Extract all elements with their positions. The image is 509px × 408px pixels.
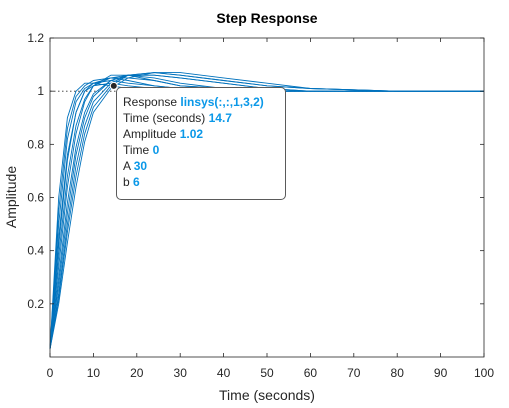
datatip-label: Amplitude	[123, 127, 177, 141]
datatip-label: b	[123, 175, 130, 189]
datatip-marker-layer	[109, 81, 118, 90]
x-tick-label: 90	[434, 366, 448, 380]
x-tick-label: 80	[391, 366, 405, 380]
datatip-row-amplitude: Amplitude 1.02	[123, 126, 285, 142]
x-tick-label: 10	[87, 366, 101, 380]
datatip-value: 6	[133, 175, 140, 189]
step-response-line-6[interactable]	[49, 72, 484, 350]
datatip[interactable]: Response linsys(:,:,1,3,2) Time (seconds…	[116, 87, 286, 200]
datatip-value: 14.7	[208, 111, 232, 125]
x-tick-label: 100	[474, 366, 494, 380]
datatip-value: 0	[152, 143, 160, 157]
datatip-marker[interactable]	[109, 81, 118, 90]
datatip-label: A	[123, 159, 131, 173]
x-tick-label: 30	[174, 366, 188, 380]
datatip-row-b: b 6	[123, 174, 285, 190]
datatip-row-time-seconds: Time (seconds) 14.7	[123, 110, 285, 126]
datatip-value: 1.02	[179, 127, 204, 141]
x-tick-label: 70	[347, 366, 361, 380]
x-tick-label: 50	[260, 366, 274, 380]
x-axis-label: Time (seconds)	[219, 387, 315, 403]
y-tick-label: 0.2	[27, 297, 44, 311]
x-tick-label: 40	[217, 366, 231, 380]
datatip-row-time: Time 0	[123, 142, 285, 158]
y-tick-label: 0.8	[27, 137, 44, 151]
datatip-value: linsys(:,:,1,3,2)	[180, 95, 264, 109]
datatip-row-response: Response linsys(:,:,1,3,2)	[123, 94, 285, 110]
datatip-value: 30	[133, 159, 148, 173]
x-tick-label: 20	[130, 366, 144, 380]
datatip-label: Time (seconds)	[123, 111, 206, 125]
chart-title: Step Response	[216, 10, 317, 26]
x-tick-label: 0	[47, 366, 54, 380]
y-tick-label: 0.6	[27, 191, 44, 205]
x-tick-label: 60	[304, 366, 318, 380]
y-axis-label: Amplitude	[3, 166, 19, 228]
y-tick-label: 1.2	[27, 31, 44, 45]
y-tick-label: 1	[37, 84, 44, 98]
step-response-line-11[interactable]	[49, 80, 484, 350]
datatip-label: Response	[123, 95, 178, 109]
step-response-line-12[interactable]	[49, 72, 484, 350]
datatip-label: Time	[123, 143, 150, 157]
datatip-row-a: A 30	[123, 158, 285, 174]
y-tick-label: 0.4	[27, 244, 44, 258]
